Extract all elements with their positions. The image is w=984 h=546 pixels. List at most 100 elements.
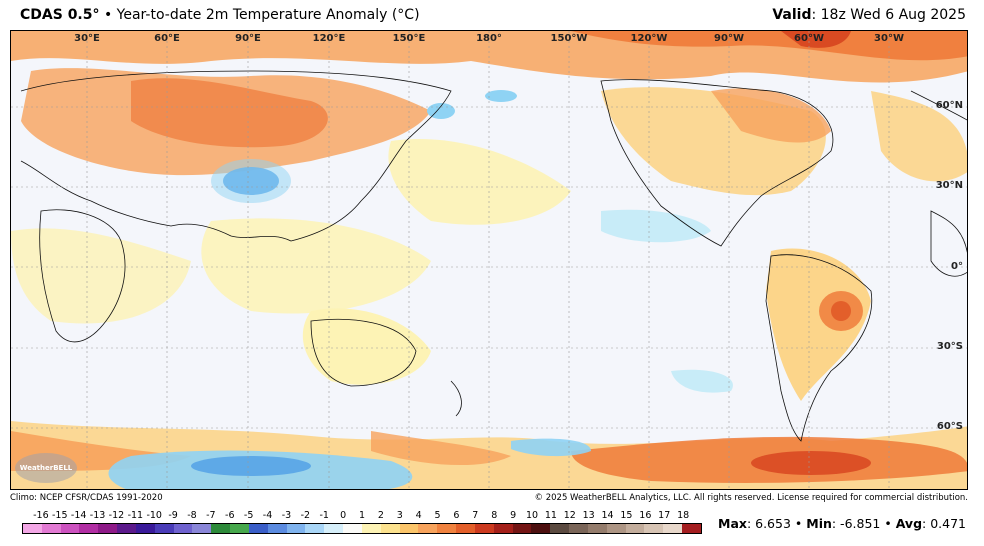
colorbar-segment [305,524,325,533]
colorbar-tick-label: -6 [225,510,235,521]
colorbar-segment [681,524,701,533]
colorbar-tick-label: -5 [243,510,254,521]
colorbar-tick-label: 0 [340,510,347,521]
colorbar-tick-label: 18 [677,510,690,521]
colorbar-segment [267,524,287,533]
graticule [11,31,967,489]
min-value: : -6.851 [831,516,881,531]
colorbar-segment [587,524,607,533]
colorbar-tick-label: 12 [563,510,576,521]
colorbar-tick-label: -4 [262,510,273,521]
title-separator: • [103,7,113,23]
colorbar-segment [211,524,231,533]
colorbar-segment [493,524,513,533]
degree-mark: ° [92,7,100,23]
colorbar-tick-label: -16 [33,510,49,521]
lon-label-150w: 150°W [550,33,588,44]
colorbar-segment [60,524,80,533]
colorbar-tick-label: 5 [434,510,441,521]
colorbar-segment [248,524,268,533]
colorbar-tick-label: 10 [525,510,539,521]
colorbar-bar [22,523,702,534]
lon-label-30w: 30°W [874,33,904,44]
lat-label-60n: 60°N [935,100,963,111]
colorbar-segment [192,524,212,533]
colorbar-tick-label: -11 [127,510,144,521]
colorbar-segment [418,524,438,533]
anomaly-shading [11,31,967,489]
lon-label-180: 180° [476,33,502,44]
colorbar-tick-label: -13 [89,510,106,521]
colorbar-tick-label: -15 [52,510,68,521]
lat-label-30n: 30°N [935,180,963,191]
product-name: CDAS 0.5 [20,7,93,23]
lat-label-60s: 60°S [936,421,963,432]
colorbar-segment [135,524,155,533]
max-value: : 6.653 [746,516,791,531]
colorbar-segment [606,524,626,533]
colorbar-tick-label: 16 [639,510,652,521]
colorbar-segment [324,524,344,533]
colorbar-tick-label: -7 [206,510,216,521]
colorbar-tick-label: -9 [168,510,178,521]
chart-title: CDAS 0.5° • Year-to-date 2m Temperature … [20,7,420,23]
lon-label-90w: 90°W [714,33,744,44]
lat-label-30s: 30°S [936,341,963,352]
colorbar-segment [173,524,193,533]
lon-label-150e: 150°E [392,33,426,44]
colorbar-tick-label: -8 [187,510,197,521]
colorbar-tick-label: -3 [281,510,292,521]
map-canvas [11,31,967,489]
colorbar-tick-label: 7 [472,510,479,521]
colorbar-segment [23,524,42,533]
colorbar-segment [343,524,362,533]
colorbar-tick-label: 15 [620,510,633,521]
colorbar-segment [399,524,419,533]
colorbar-tick-label: 2 [377,510,384,521]
title-text: Year-to-date 2m Temperature Anomaly (°C) [116,7,420,23]
colorbar-tick-label: 9 [510,510,517,521]
max-label: Max [718,516,747,531]
colorbar-tick-label: 4 [415,510,422,521]
lon-label-60w: 60°W [794,33,824,44]
colorbar-tick-label: 17 [658,510,671,521]
colorbar-segment [41,524,61,533]
colorbar-segment [154,524,174,533]
colorbar-segment [98,524,118,533]
colorbar-segment [644,524,664,533]
colorbar-segment [663,524,682,533]
colorbar-segment [474,524,494,533]
colorbar-tick-label: 14 [601,510,614,521]
climo-note: Climo: NCEP CFSR/CDAS 1991-2020 [10,493,163,503]
colorbar-segment [79,524,99,533]
lon-label-90e: 90°E [235,33,261,44]
colorbar-tick-label: 3 [396,510,403,521]
avg-value: : 0.471 [922,516,966,531]
colorbar-segment [380,524,400,533]
avg-label: Avg [895,516,923,531]
colorbar-segment [286,524,306,533]
lat-label-equator: 0° [951,261,963,272]
colorbar-tick-label: 8 [491,510,498,521]
stats-sep-2: • [880,516,896,531]
stats-summary: Max: 6.653 • Min: -6.851 • Avg: 0.471 [718,516,966,531]
valid-label: Valid [772,7,812,23]
colorbar-segment [117,524,136,533]
colorbar-labels: -16 -15 -14 -13 -12 -11 -10 -9 -8 -7 -6 -5 -4 -3 -2 -1 0… [22,510,702,522]
lon-label-120e: 120°E [312,33,346,44]
colorbar-tick-label: 13 [582,510,595,521]
colorbar-tick-label: -14 [70,510,87,521]
colorbar-tick-label: 1 [358,510,366,521]
valid-value: : 18z Wed 6 Aug 2025 [811,7,966,23]
colorbar-segment [437,524,457,533]
colorbar-tick-label: 6 [453,510,460,521]
lon-label-120w: 120°W [630,33,668,44]
valid-time: Valid: 18z Wed 6 Aug 2025 [772,7,966,23]
colorbar-segment [550,524,570,533]
coastlines [20,70,967,442]
anomaly-map: 30°E 60°E 90°E 120°E 150°E 180° 150°W 12… [10,30,968,490]
min-label: Min [806,516,832,531]
lon-label-30e: 30°E [74,33,100,44]
colorbar-tick-label: 11 [544,510,557,521]
colorbar-segment [361,524,381,533]
